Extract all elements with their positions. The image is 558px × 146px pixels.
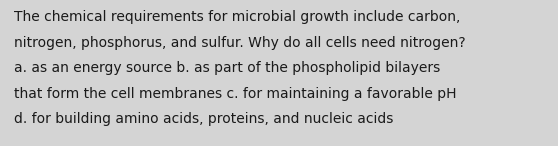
Text: d. for building amino acids, proteins, and nucleic acids: d. for building amino acids, proteins, a… xyxy=(14,112,393,126)
Text: The chemical requirements for microbial growth include carbon,: The chemical requirements for microbial … xyxy=(14,10,460,24)
Text: nitrogen, phosphorus, and sulfur. Why do all cells need nitrogen?: nitrogen, phosphorus, and sulfur. Why do… xyxy=(14,36,465,50)
Text: a. as an energy source b. as part of the phospholipid bilayers: a. as an energy source b. as part of the… xyxy=(14,61,440,75)
Text: that form the cell membranes c. for maintaining a favorable pH: that form the cell membranes c. for main… xyxy=(14,87,456,101)
